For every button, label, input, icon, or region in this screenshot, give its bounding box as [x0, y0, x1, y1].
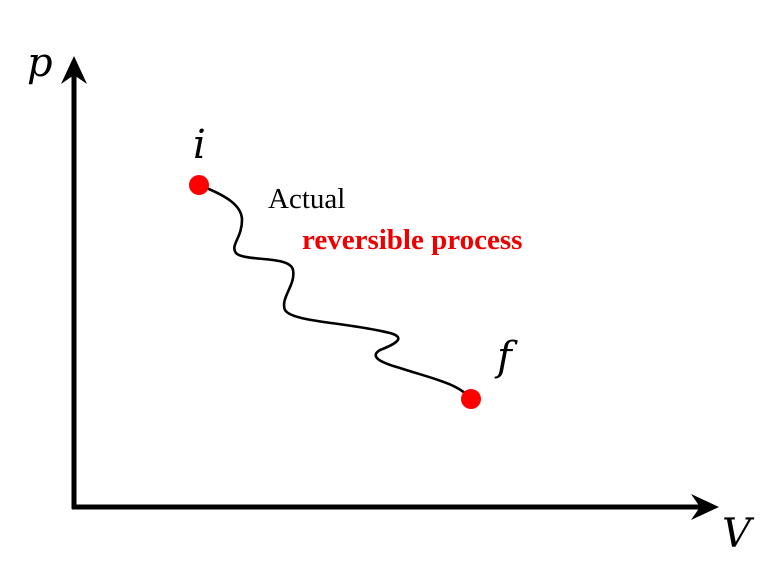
y-axis-arrowhead: [61, 56, 87, 84]
x-axis-label: V: [722, 511, 755, 557]
x-axis-arrowhead: [691, 494, 719, 520]
initial-state-point: [189, 175, 209, 195]
reversible-process-label: reversible process: [302, 224, 522, 256]
y-axis-label: p: [27, 40, 53, 86]
y-axis: [61, 56, 87, 509]
actual-label: Actual: [268, 183, 345, 215]
x-axis: [72, 494, 719, 520]
final-state-label: f: [494, 334, 518, 380]
initial-state-label: i: [193, 122, 206, 168]
final-state-point: [461, 389, 481, 409]
actual-process-path: [197, 183, 473, 401]
